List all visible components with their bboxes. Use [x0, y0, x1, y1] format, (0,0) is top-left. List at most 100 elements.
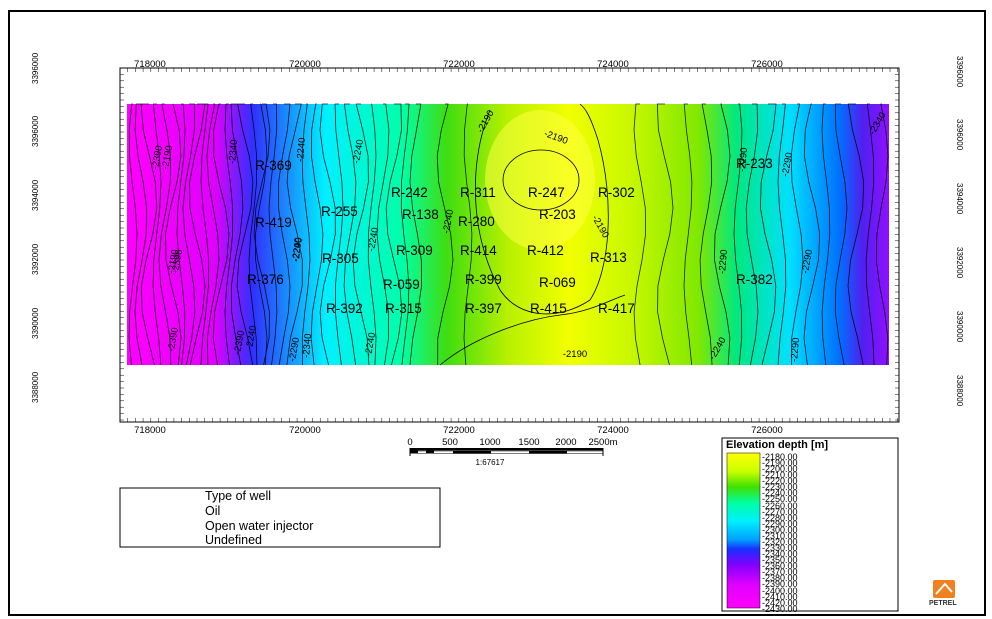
contour-label: -2290 — [780, 152, 795, 178]
contour-label: -2240 — [295, 137, 308, 162]
x-tick-label-top: 720000 — [289, 59, 321, 70]
legend-item-water-injector: Open water injector — [205, 519, 314, 533]
y-tick-label-right: 3392000 — [955, 247, 964, 279]
colorbar-title: Elevation depth [m] — [726, 439, 829, 451]
well-label: R-315 — [385, 301, 422, 316]
y-tick-label-left: 3388000 — [31, 371, 40, 403]
x-tick-label-bottom: 720000 — [289, 425, 321, 436]
colorbar-tick-label: -2290.00 — [762, 518, 798, 529]
y-tick-label-left: 3396000 — [31, 115, 40, 147]
x-tick-label-bottom: 722000 — [443, 425, 475, 436]
contour-label: -2240 — [244, 325, 259, 351]
x-tick-label-top: 724000 — [597, 59, 629, 70]
y-tick-label-left: 3394000 — [31, 179, 40, 211]
y-tick-label-right: 3396000 — [955, 119, 964, 151]
y-tick-label-left: 3390000 — [31, 307, 40, 339]
colorbar-tick-label: -2360.00 — [762, 561, 798, 572]
well-label: R-414 — [460, 243, 497, 258]
contour-label: -2240 — [291, 237, 304, 262]
colorbar-tick-label: -2400.00 — [762, 585, 798, 596]
y-tick-label-right: 3390000 — [955, 311, 964, 343]
contour-label: -2390 — [232, 330, 247, 356]
colorbar-tick-label: -2320.00 — [762, 536, 798, 547]
x-tick-label-top: 726000 — [751, 59, 783, 70]
well-label: R-311 — [460, 185, 496, 200]
well-label: R-417 — [598, 301, 635, 316]
scale-tick-label: 0 — [407, 437, 412, 448]
colorbar-tick-label: -2390.00 — [762, 579, 798, 590]
colorbar-tick-label: -2180.00 — [762, 452, 798, 462]
well-label: R-399 — [465, 272, 502, 287]
colorbar-tick-label: -2430.00 — [762, 603, 798, 614]
crest-highlight — [485, 110, 595, 250]
y-axis-right: 3396000 3396000 3394000 3392000 3390000 33880… — [955, 56, 964, 407]
contour-label: -2290 — [290, 237, 305, 263]
x-tick-label-top: 722000 — [443, 59, 475, 70]
legend-title: Type of well — [205, 489, 272, 503]
contour-label: -2290 — [800, 249, 815, 275]
x-axis-bottom: 718000 720000 722000 724000 726000 — [134, 425, 783, 436]
colorbar-tick-label: -2230.00 — [762, 482, 798, 493]
well-label: R-382 — [736, 272, 773, 287]
well-label: R-397 — [465, 301, 502, 316]
well-label: R-302 — [598, 185, 635, 200]
well-label: R-255 — [321, 204, 358, 219]
contour-label: -2390 — [166, 327, 181, 353]
well-label: R-059 — [383, 277, 420, 292]
well-label: R-305 — [322, 251, 359, 266]
contour-label: -2390 — [150, 145, 165, 171]
contour-label: -2340 — [301, 333, 314, 358]
colorbar-tick-label: -2210.00 — [762, 470, 798, 481]
contour-label: -2190 — [563, 349, 587, 360]
well-label: R-376 — [247, 272, 284, 287]
legend-item-undefined: Undefined — [205, 533, 262, 547]
scale-tick-label: 2000 — [555, 437, 576, 448]
frame-ticks — [119, 67, 899, 422]
petrel-logo-icon — [933, 580, 955, 598]
contour-label: -2340 — [227, 139, 240, 164]
contour-label: -2290 — [789, 337, 802, 362]
scale-bar: 0 500 1000 1500 2000 2500m 1:67617 — [407, 437, 617, 467]
y-axis-left: 3396000 3396000 3394000 3392000 3390000 33880… — [31, 52, 40, 403]
contour-label: -2290 — [287, 337, 302, 363]
scale-tick-label: 1500 — [518, 437, 539, 448]
colorbar-tick-label: -2280.00 — [762, 512, 798, 523]
scale-ratio: 1:67617 — [476, 458, 505, 467]
contour-label: -2290 — [717, 249, 730, 274]
contour-label: -2240 — [366, 227, 381, 253]
well-label: R-412 — [527, 243, 564, 258]
colorbar-tick-label: -2380.00 — [762, 573, 798, 584]
colorbar-tick-label: -2260.00 — [762, 500, 798, 511]
colorbar-tick-label: -2240.00 — [762, 488, 798, 499]
y-tick-label-right: 3388000 — [955, 375, 964, 407]
colorbar-tick-label: -2250.00 — [762, 494, 798, 505]
y-tick-label-left: 3396000 — [31, 52, 40, 84]
scale-tick-label: 2500m — [588, 437, 617, 448]
colorbar-tick-label: -2330.00 — [762, 543, 798, 554]
well-label: R-309 — [396, 243, 433, 258]
legend-item-oil: Oil — [205, 504, 221, 518]
well-label: R-242 — [391, 185, 428, 200]
petrel-logo-text: PETREL — [929, 600, 957, 607]
colorbar-tick-label: -2420.00 — [762, 597, 798, 608]
colorbar-tick-label: -2310.00 — [762, 530, 798, 541]
map-frame — [8, 10, 986, 616]
y-tick-label-right: 3396000 — [955, 56, 964, 88]
contour-label: -2390 — [170, 249, 185, 275]
x-tick-label-bottom: 724000 — [597, 425, 629, 436]
well-label: R-280 — [458, 214, 495, 229]
y-tick-label-left: 3392000 — [31, 243, 40, 275]
scale-tick-label: 1000 — [479, 437, 500, 448]
x-tick-label-top: 718000 — [134, 59, 166, 70]
contour-label: -2290 — [737, 147, 750, 172]
well-label: R-392 — [326, 301, 363, 316]
colorbar-tick-label: -2340.00 — [762, 549, 798, 560]
well-label: R-069 — [539, 275, 576, 290]
contour-label: -2190 — [166, 249, 181, 275]
contour-label: -2240 — [363, 332, 378, 358]
colorbar-tick-label: -2300.00 — [762, 524, 798, 535]
colorbar-tick-label: -2220.00 — [762, 476, 798, 487]
well-label: R-138 — [402, 207, 439, 222]
colorbar-tick-label: -2270.00 — [762, 506, 798, 517]
x-axis-top: 718000 720000 722000 724000 726000 — [134, 59, 783, 70]
